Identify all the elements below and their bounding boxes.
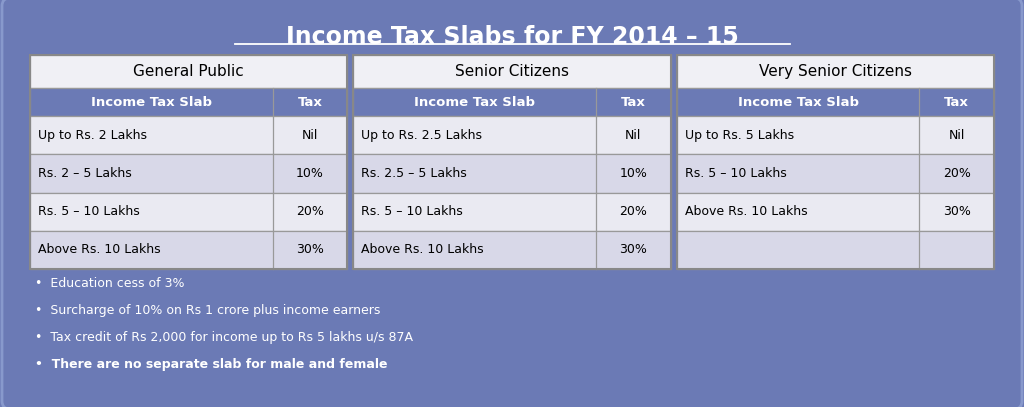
Text: Income Tax Slabs for FY 2014 – 15: Income Tax Slabs for FY 2014 – 15	[286, 25, 738, 49]
Bar	[677, 55, 994, 269]
Bar	[30, 116, 347, 154]
Text: Up to Rs. 2 Lakhs: Up to Rs. 2 Lakhs	[38, 129, 147, 142]
Text: Rs. 5 – 10 Lakhs: Rs. 5 – 10 Lakhs	[361, 205, 463, 218]
Text: Tax: Tax	[298, 96, 323, 109]
Bar	[353, 55, 671, 88]
Text: •  Education cess of 3%: • Education cess of 3%	[35, 277, 184, 290]
Bar	[30, 154, 347, 193]
Text: Rs. 5 – 10 Lakhs: Rs. 5 – 10 Lakhs	[685, 167, 786, 180]
Bar	[677, 154, 994, 193]
Bar	[353, 193, 671, 231]
Bar	[353, 88, 671, 116]
Text: •  Surcharge of 10% on Rs 1 crore plus income earners: • Surcharge of 10% on Rs 1 crore plus in…	[35, 304, 380, 317]
Text: Nil: Nil	[626, 129, 642, 142]
Bar	[677, 88, 994, 116]
Text: 30%: 30%	[296, 243, 324, 256]
Text: Income Tax Slab: Income Tax Slab	[415, 96, 536, 109]
Text: Income Tax Slab: Income Tax Slab	[737, 96, 858, 109]
Text: Up to Rs. 2.5 Lakhs: Up to Rs. 2.5 Lakhs	[361, 129, 482, 142]
Text: Above Rs. 10 Lakhs: Above Rs. 10 Lakhs	[38, 243, 161, 256]
Text: •  Tax credit of Rs 2,000 for income up to Rs 5 lakhs u/s 87A: • Tax credit of Rs 2,000 for income up t…	[35, 331, 413, 344]
Text: Very Senior Citizens: Very Senior Citizens	[759, 64, 911, 79]
Text: 20%: 20%	[620, 205, 647, 218]
Text: Above Rs. 10 Lakhs: Above Rs. 10 Lakhs	[361, 243, 484, 256]
Bar	[677, 116, 994, 154]
Text: •  There are no separate slab for male and female: • There are no separate slab for male an…	[35, 358, 387, 371]
Bar	[30, 231, 347, 269]
Bar	[353, 231, 671, 269]
Text: Rs. 5 – 10 Lakhs: Rs. 5 – 10 Lakhs	[38, 205, 139, 218]
Text: Up to Rs. 5 Lakhs: Up to Rs. 5 Lakhs	[685, 129, 794, 142]
Text: 30%: 30%	[620, 243, 647, 256]
Text: Tax: Tax	[944, 96, 969, 109]
Bar	[30, 55, 347, 88]
Text: Income Tax Slab: Income Tax Slab	[91, 96, 212, 109]
Text: Rs. 2 – 5 Lakhs: Rs. 2 – 5 Lakhs	[38, 167, 132, 180]
Text: Nil: Nil	[948, 129, 965, 142]
Bar	[353, 116, 671, 154]
Bar	[30, 55, 347, 269]
Bar	[353, 55, 671, 269]
Text: 20%: 20%	[943, 167, 971, 180]
Bar	[677, 55, 994, 88]
Text: 10%: 10%	[296, 167, 324, 180]
Bar	[30, 193, 347, 231]
Bar	[677, 193, 994, 231]
Bar	[30, 88, 347, 116]
Text: 20%: 20%	[296, 205, 324, 218]
Text: Nil: Nil	[302, 129, 318, 142]
Bar	[677, 231, 994, 269]
Text: Tax: Tax	[621, 96, 646, 109]
Bar	[353, 154, 671, 193]
Text: 30%: 30%	[943, 205, 971, 218]
Text: Rs. 2.5 – 5 Lakhs: Rs. 2.5 – 5 Lakhs	[361, 167, 467, 180]
Text: General Public: General Public	[133, 64, 244, 79]
Text: Senior Citizens: Senior Citizens	[455, 64, 569, 79]
Text: Above Rs. 10 Lakhs: Above Rs. 10 Lakhs	[685, 205, 807, 218]
Text: 10%: 10%	[620, 167, 647, 180]
